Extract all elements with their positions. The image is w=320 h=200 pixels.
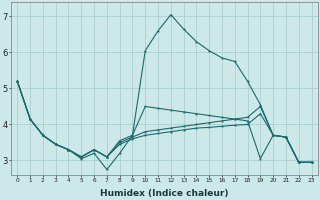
X-axis label: Humidex (Indice chaleur): Humidex (Indice chaleur): [100, 189, 229, 198]
